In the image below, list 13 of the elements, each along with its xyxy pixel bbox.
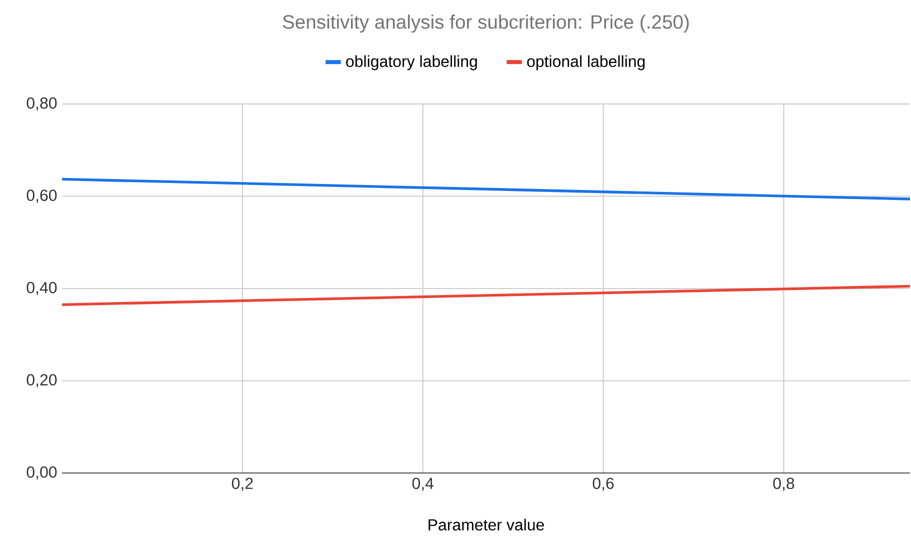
chart-title: Sensitivity analysis for subcriterion: Price (.250) xyxy=(282,14,689,33)
x-tick-label: 0,2 xyxy=(232,478,253,491)
y-tick-label: 0,40 xyxy=(26,282,57,296)
y-tick-label: 0,00 xyxy=(26,466,57,480)
x-tick-label: 0,4 xyxy=(412,478,434,491)
x-tick-label: 0,6 xyxy=(592,478,614,491)
legend-label: optional labelling xyxy=(527,55,645,70)
y-tick-label: 0,20 xyxy=(26,374,57,388)
x-tick-label: 0,8 xyxy=(773,478,794,491)
y-tick-label: 0,80 xyxy=(26,97,57,111)
legend-label: obligatory labelling xyxy=(346,55,477,70)
y-tick-label: 0,60 xyxy=(26,190,57,203)
x-axis-title: Parameter value xyxy=(428,518,544,530)
